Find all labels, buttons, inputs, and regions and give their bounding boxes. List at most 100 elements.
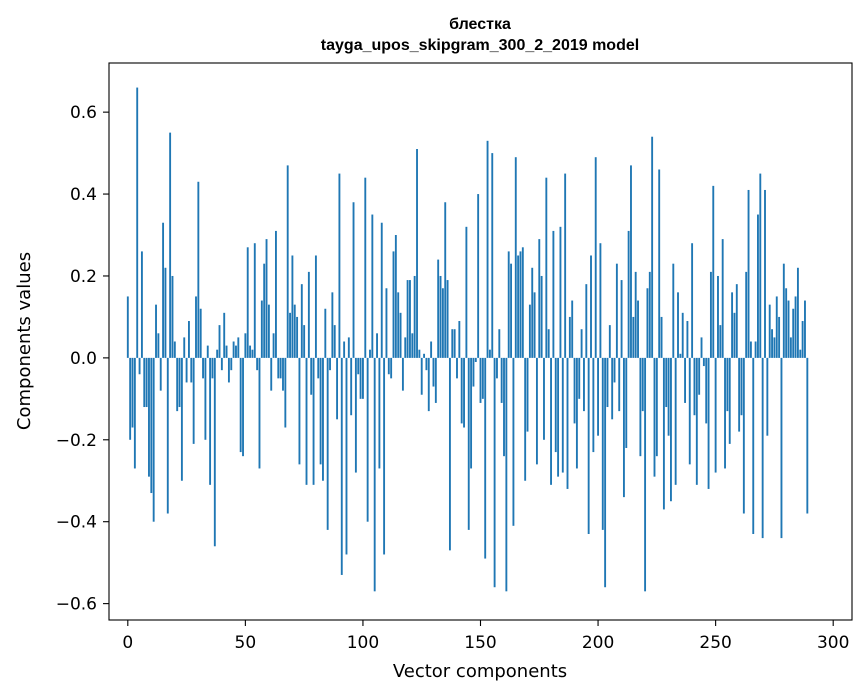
x-axis: 0 50 100 150 200 250 300 [122,620,849,653]
bar [667,357,670,436]
bar [282,357,284,391]
bar [162,222,165,358]
bar [451,329,454,358]
bar [535,357,538,465]
bar [235,345,237,358]
bar [653,357,656,477]
bar [695,357,698,485]
bar [178,357,181,408]
bar [284,357,287,428]
bar [794,296,797,358]
bar [806,357,809,514]
bar [444,202,447,358]
bar [183,337,186,358]
y-tick-label: 0.4 [70,185,97,205]
bar [481,357,484,399]
bar [190,357,193,383]
bar [366,357,369,522]
bar [155,304,157,358]
bar [338,173,341,358]
bar [296,316,299,358]
bar [390,357,393,379]
bar [401,357,404,391]
bar [766,357,769,436]
bar [688,357,691,465]
bar [503,357,505,457]
bar [735,284,738,358]
bar [446,280,449,358]
bar [521,247,524,358]
bar [300,284,303,358]
bar [618,357,621,412]
bar [486,140,489,358]
bar [472,357,475,387]
bar [559,226,562,358]
bar [648,271,651,358]
bar [702,357,705,367]
bar [540,275,543,358]
bar [510,263,513,358]
bar [385,288,388,358]
bar [376,333,378,358]
bar [759,173,762,358]
bar [362,357,364,399]
bar [646,288,649,358]
bar [218,325,221,358]
bar [792,308,795,358]
bar [432,357,435,387]
bar [230,357,233,371]
bar [416,149,418,358]
bar [752,357,755,534]
bar [658,169,661,358]
bar [364,177,367,358]
bar [148,357,150,477]
bar [524,357,527,481]
bar [157,333,160,358]
bar [547,329,550,358]
bar [705,357,708,424]
bar [639,357,642,457]
bar [286,165,289,358]
plot-frame [108,62,853,621]
bar [655,357,658,457]
bar [202,357,204,379]
bar [550,357,552,485]
bar [343,341,346,358]
bar [630,165,632,358]
x-axis-label: Vector components [393,661,567,682]
bar [538,239,541,358]
bar [180,357,183,481]
bar [662,357,665,510]
bar [611,357,614,420]
bar [188,321,190,358]
bar [782,263,785,358]
bar [223,312,226,358]
y-axis: −0.6 −0.4 −0.2 0.0 0.2 0.4 0.6 [56,103,109,615]
bar [185,357,188,383]
bar [670,357,672,502]
bar [528,304,531,358]
bar [227,357,230,383]
bar [251,349,254,358]
x-tick-label: 200 [582,633,614,653]
bar [267,304,270,358]
bar [693,357,696,416]
bar [804,300,806,358]
bar [601,357,604,530]
bar [413,275,416,358]
bar [397,292,400,358]
bar [691,243,694,358]
bar [242,357,244,457]
bar [293,304,296,358]
bar [677,292,679,358]
bar [578,357,581,399]
x-tick-label: 250 [699,633,731,653]
bar [585,284,588,358]
bar [719,325,722,358]
bar [801,321,804,358]
bar [571,300,574,358]
bar [594,157,597,358]
bar [543,357,545,440]
bar [644,357,647,592]
bar [169,132,172,358]
